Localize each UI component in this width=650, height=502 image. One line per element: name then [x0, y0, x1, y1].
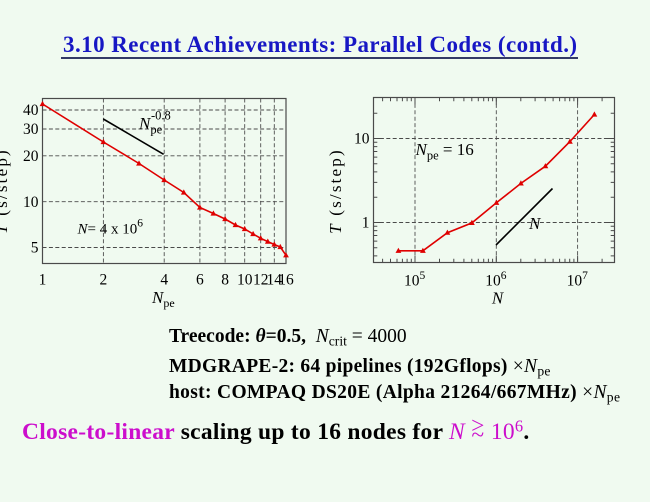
svg-text:5: 5 — [31, 240, 39, 257]
svg-text:2: 2 — [100, 272, 108, 289]
svg-text:20: 20 — [23, 148, 39, 165]
svg-text:105: 105 — [404, 270, 426, 290]
svg-text:10: 10 — [354, 131, 370, 148]
svg-text:T (s/step): T (s/step) — [326, 148, 345, 234]
svg-text:N: N — [528, 214, 542, 233]
svg-text:-0.8: -0.8 — [151, 109, 171, 123]
svg-text:10: 10 — [23, 194, 39, 211]
svg-text:Npe = 16: Npe = 16 — [415, 140, 474, 163]
svg-text:14: 14 — [267, 272, 283, 289]
svg-text:107: 107 — [567, 270, 589, 290]
svg-text:106: 106 — [485, 270, 507, 290]
svg-text:1: 1 — [39, 272, 47, 289]
svg-text:1: 1 — [362, 215, 370, 232]
svg-text:N= 4 x 106: N= 4 x 106 — [77, 218, 144, 238]
svg-text:16: 16 — [278, 272, 294, 289]
svg-text:4: 4 — [160, 272, 168, 289]
svg-text:30: 30 — [23, 121, 39, 138]
svg-text:Npe: Npe — [151, 288, 175, 310]
svg-text:40: 40 — [23, 102, 39, 119]
svg-text:6: 6 — [196, 272, 204, 289]
svg-text:10: 10 — [237, 272, 253, 289]
svg-text:T (s/step): T (s/step) — [0, 148, 11, 234]
svg-text:8: 8 — [221, 272, 229, 289]
svg-text:N: N — [491, 289, 505, 308]
svg-text:12: 12 — [253, 272, 269, 289]
